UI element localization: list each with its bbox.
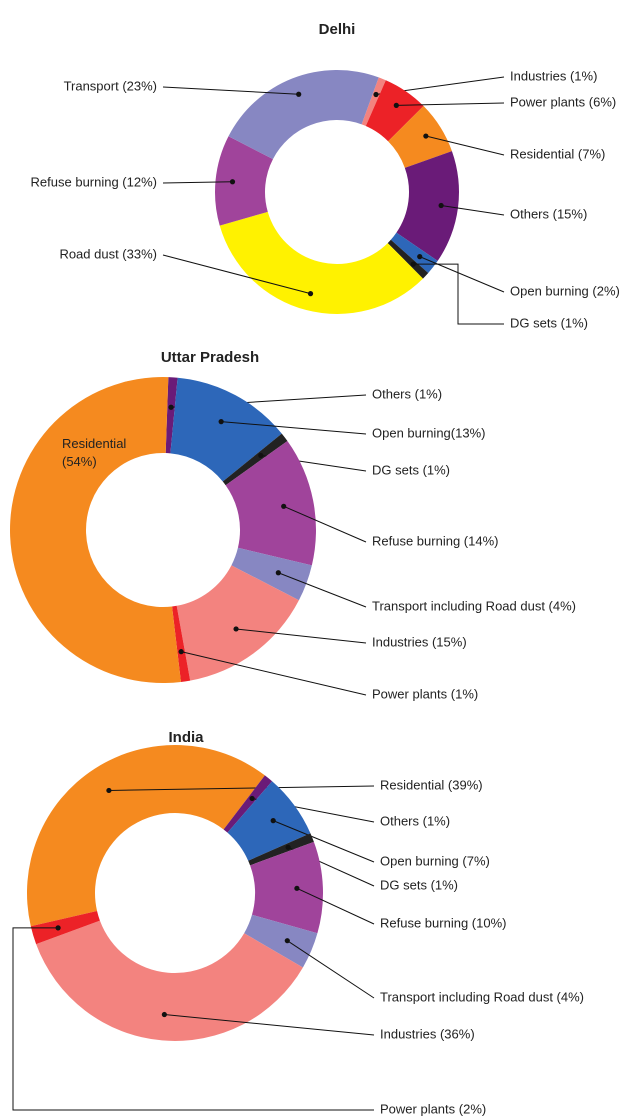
leader-dot <box>218 419 224 425</box>
donut-segment <box>227 781 311 861</box>
chart-title: India <box>168 729 204 746</box>
segment-label: Transport including Road dust (4%) <box>380 989 584 1004</box>
segment-label: Refuse burning (12%) <box>31 174 157 189</box>
leader-dot <box>393 102 399 108</box>
leader-line <box>221 421 367 435</box>
donut-segment <box>176 565 299 681</box>
chart-title: Uttar Pradesh <box>161 349 259 366</box>
segment-label: Others (1%) <box>380 813 450 828</box>
donut-segment <box>388 106 452 168</box>
leader-dot <box>281 503 287 509</box>
donut-segment <box>248 833 314 866</box>
leader-dot <box>417 254 423 260</box>
segment-label: Open burning (7%) <box>380 853 490 868</box>
leader-line <box>162 254 311 295</box>
leader-dot <box>233 626 239 632</box>
leader-line <box>419 256 505 293</box>
segment-label: Refuse burning (10%) <box>380 915 506 930</box>
segment-label: DG sets (1%) <box>380 877 458 892</box>
segment-label: Residential (54%) <box>62 436 126 469</box>
segment-label: Open burning (2%) <box>510 283 620 298</box>
segment-label: Industries (1%) <box>510 68 597 83</box>
segment-label: Transport including Road dust (4%) <box>372 598 576 613</box>
leader-dot <box>275 570 281 576</box>
leader-dot <box>161 1011 167 1018</box>
segment-label: Residential (39%) <box>380 777 483 792</box>
leader-line <box>396 102 505 106</box>
leader-line <box>278 572 367 608</box>
segment-label: Road dust (33%) <box>59 246 157 261</box>
leader-dot <box>296 91 302 97</box>
leader-dot <box>284 938 290 944</box>
donut-segment <box>36 920 303 1041</box>
segment-label: Industries (36%) <box>380 1026 475 1041</box>
donut-segment <box>10 377 181 683</box>
leader-line <box>413 263 504 325</box>
leader-dot <box>410 261 416 267</box>
leader-dot <box>178 649 184 655</box>
leader-dot <box>106 787 112 794</box>
leader-dot <box>423 133 429 139</box>
segment-label: Open burning(13%) <box>372 425 485 440</box>
label-line: (54%) <box>62 454 97 469</box>
segment-label: Transport (23%) <box>64 78 157 93</box>
leader-line <box>164 1014 375 1036</box>
leader-dot <box>258 452 264 459</box>
segment-label: Residential (7%) <box>510 146 605 161</box>
donut-segment <box>219 211 423 314</box>
donut-segment <box>231 547 312 601</box>
leader-line <box>181 651 367 696</box>
donut-segment <box>26 745 265 927</box>
donut-segment <box>387 239 429 279</box>
segment-label: Industries (15%) <box>372 634 467 649</box>
leader-dot <box>373 91 379 98</box>
donut-segment <box>365 80 424 142</box>
donut-segment <box>30 910 100 945</box>
leader-line <box>273 820 375 863</box>
leader-line <box>283 505 367 543</box>
segment-label: Power plants (6%) <box>510 94 616 109</box>
segment-label: DG sets (1%) <box>510 315 588 330</box>
leader-line <box>108 785 375 791</box>
label-line: Residential <box>62 436 126 451</box>
donut-segment <box>396 151 459 261</box>
leader-dot <box>249 795 255 802</box>
segment-label: Refuse burning (14%) <box>372 533 498 548</box>
leader-dot <box>294 885 300 891</box>
leader-line <box>162 86 299 95</box>
leader-line <box>162 181 233 184</box>
donut-segment <box>228 69 379 160</box>
donut-segment <box>214 136 273 226</box>
donut-segment <box>225 440 316 566</box>
donut-segment <box>165 377 178 454</box>
donut-segment <box>250 841 323 934</box>
leader-dot <box>55 925 61 931</box>
leader-dot <box>168 404 174 410</box>
leader-dot <box>270 818 276 824</box>
segment-label: Power plants (2%) <box>380 1101 486 1116</box>
leader-dot <box>285 844 291 850</box>
leader-line <box>425 135 505 156</box>
leader-line <box>287 940 375 999</box>
donut-segment <box>172 605 191 682</box>
donut-segment <box>361 77 386 127</box>
leader-dot <box>229 179 236 185</box>
segment-label: Others (15%) <box>510 206 587 221</box>
leader-dot <box>307 291 314 297</box>
chart-title: Delhi <box>319 21 356 38</box>
segment-label: Power plants (1%) <box>372 686 478 701</box>
leader-line <box>296 887 375 925</box>
leader-line <box>441 205 505 216</box>
leader-line <box>236 628 367 644</box>
donut-segment <box>223 775 273 833</box>
leader-dot <box>438 202 444 209</box>
leader-line <box>12 927 374 1111</box>
segment-label: DG sets (1%) <box>372 462 450 477</box>
donut-segment <box>244 914 318 968</box>
donut-segment <box>170 377 282 482</box>
donut-segment <box>390 232 438 273</box>
segment-label: Others (1%) <box>372 386 442 401</box>
donut-segment <box>222 433 288 486</box>
